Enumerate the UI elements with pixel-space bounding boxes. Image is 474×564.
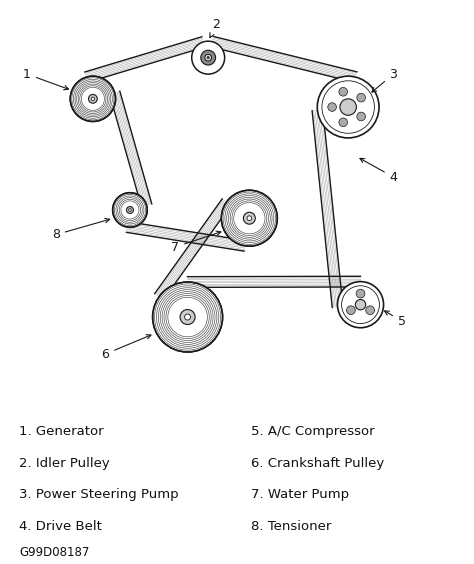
Circle shape [346, 306, 356, 315]
Text: 5: 5 [384, 311, 406, 328]
Circle shape [70, 76, 116, 121]
Circle shape [340, 99, 356, 115]
Text: 6. Crankshaft Pulley: 6. Crankshaft Pulley [251, 457, 384, 470]
Circle shape [180, 310, 195, 324]
Text: 3. Power Steering Pump: 3. Power Steering Pump [19, 488, 179, 501]
Text: 2. Idler Pulley: 2. Idler Pulley [19, 457, 109, 470]
Circle shape [328, 103, 337, 111]
Text: 3: 3 [372, 68, 397, 92]
Circle shape [247, 216, 252, 221]
Circle shape [113, 193, 147, 227]
Circle shape [221, 190, 277, 246]
Text: 2: 2 [210, 18, 220, 38]
Circle shape [128, 209, 131, 212]
Circle shape [317, 76, 379, 138]
Polygon shape [85, 37, 205, 82]
Circle shape [356, 299, 366, 310]
Circle shape [357, 93, 365, 102]
Text: 7. Water Pump: 7. Water Pump [251, 488, 349, 501]
Circle shape [89, 94, 97, 103]
Text: 8: 8 [52, 218, 109, 241]
Polygon shape [312, 109, 343, 307]
Circle shape [339, 87, 347, 96]
Text: 8. Tensioner: 8. Tensioner [251, 520, 332, 533]
Text: G99D08187: G99D08187 [19, 547, 89, 559]
Polygon shape [188, 276, 360, 288]
Circle shape [127, 206, 133, 213]
Circle shape [207, 56, 210, 59]
Circle shape [191, 41, 225, 74]
Circle shape [337, 281, 383, 328]
Text: 1. Generator: 1. Generator [19, 425, 104, 438]
Polygon shape [155, 199, 231, 300]
Polygon shape [127, 222, 246, 251]
Text: 4. Drive Belt: 4. Drive Belt [19, 520, 102, 533]
Circle shape [201, 50, 216, 65]
Circle shape [339, 118, 347, 127]
Circle shape [185, 314, 191, 320]
Circle shape [91, 97, 95, 100]
Polygon shape [211, 37, 357, 82]
Text: 7: 7 [171, 231, 221, 254]
Text: 1: 1 [23, 68, 69, 90]
Text: 4: 4 [360, 158, 397, 183]
Circle shape [244, 212, 255, 224]
Text: 5. A/C Compressor: 5. A/C Compressor [251, 425, 375, 438]
Circle shape [366, 306, 374, 315]
Circle shape [153, 282, 223, 352]
Circle shape [357, 112, 365, 121]
Circle shape [356, 289, 365, 298]
Circle shape [205, 54, 211, 61]
Text: 6: 6 [101, 334, 151, 360]
Polygon shape [109, 91, 152, 207]
